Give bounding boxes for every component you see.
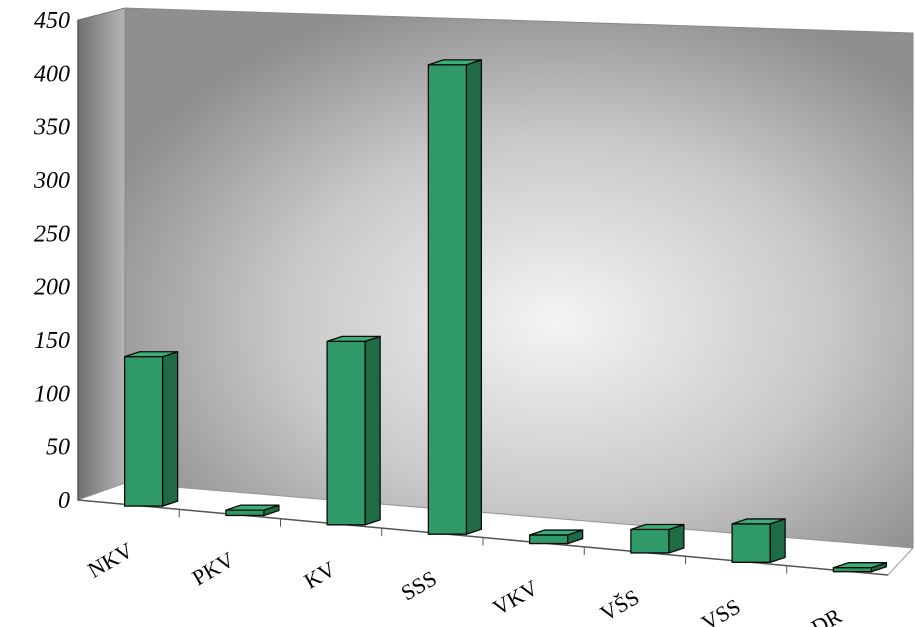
x-tick-label: NKV xyxy=(83,537,137,583)
bar-dr xyxy=(832,562,888,573)
bar-front xyxy=(427,64,468,535)
bar-všs xyxy=(630,523,685,554)
bar-side xyxy=(769,518,786,563)
bar-vkv xyxy=(528,529,584,545)
y-tick-label: 400 xyxy=(34,61,70,87)
bar-front xyxy=(123,356,164,507)
bar-kv xyxy=(326,335,381,526)
y-axis: 0 50 100 150 200 250 300 350 400 450 xyxy=(33,8,79,514)
side-wall xyxy=(77,7,126,501)
x-tick-label: PKV xyxy=(188,547,239,591)
x-tick-marks xyxy=(178,509,788,574)
y-tick-label: 50 xyxy=(46,435,70,461)
y-tick-label: 450 xyxy=(34,8,70,34)
bar-nkv xyxy=(123,351,179,507)
y-tick-label: 300 xyxy=(33,168,70,194)
x-tick-label: VŠS xyxy=(596,584,643,626)
x-tick-label: DR xyxy=(807,603,846,627)
bar-front xyxy=(630,528,670,554)
y-tick-label: 150 xyxy=(34,328,70,354)
y-tick-label: 0 xyxy=(58,488,70,514)
bar-front xyxy=(832,567,873,573)
bars xyxy=(123,59,888,573)
x-tick-label: KV xyxy=(300,556,340,594)
bar-front xyxy=(731,523,771,563)
x-tick-label: VKV xyxy=(488,575,542,621)
bar-vss xyxy=(731,518,786,563)
bar-front xyxy=(326,340,366,526)
y-tick-label: 250 xyxy=(34,221,70,247)
bar-pkv xyxy=(225,504,280,517)
bar-sss xyxy=(427,59,483,535)
back-wall xyxy=(124,7,914,549)
plot-area xyxy=(77,7,915,576)
y-tick-label: 350 xyxy=(33,115,70,141)
x-tick-label: SSS xyxy=(397,565,441,605)
y-tick-label: 100 xyxy=(34,381,70,407)
bar-front xyxy=(225,509,265,517)
bar-side xyxy=(161,351,179,507)
y-tick-labels: 0 50 100 150 200 250 300 350 400 450 xyxy=(33,8,70,514)
bar-side xyxy=(465,59,483,535)
bar-front xyxy=(528,534,569,545)
y-tick-label: 200 xyxy=(34,275,70,301)
x-tick-label: VSS xyxy=(697,594,744,627)
bar-side xyxy=(364,335,381,526)
